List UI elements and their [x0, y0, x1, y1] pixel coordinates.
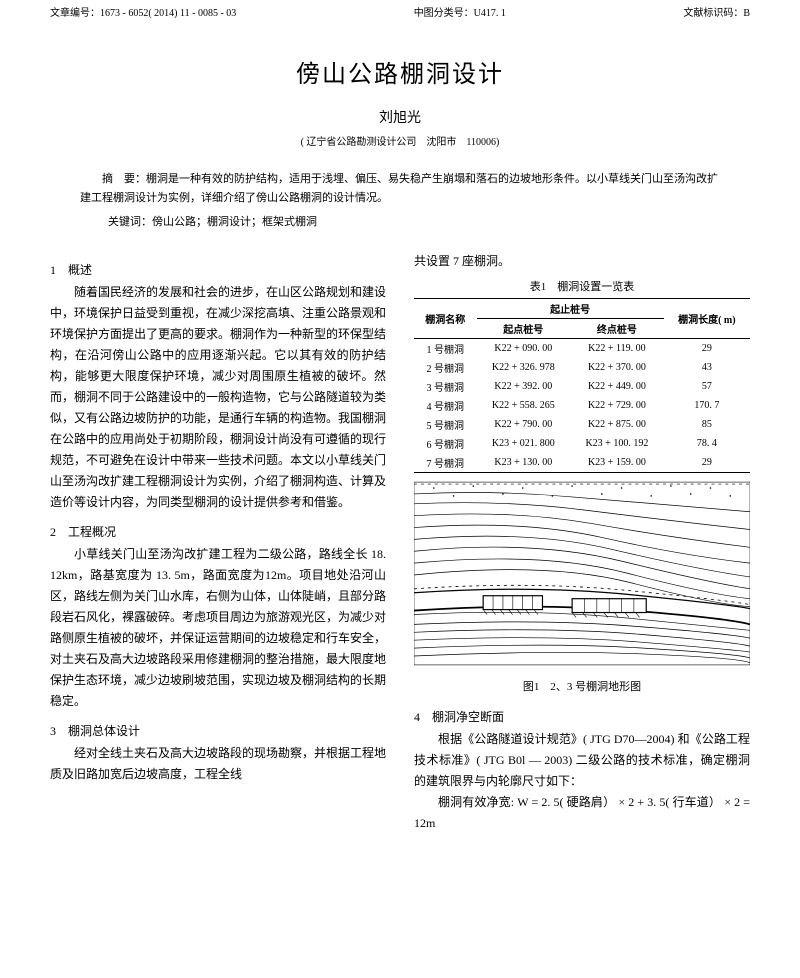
- col2-continuation: 共设置 7 座棚洞。: [414, 251, 750, 272]
- top-meta: 文章编号：1673 - 6052( 2014) 11 - 0085 - 03 中…: [50, 0, 750, 19]
- figure-1-caption: 图1 2、3 号棚洞地形图: [414, 678, 750, 694]
- table-1: 棚洞名称 起止桩号 棚洞长度( m) 起点桩号 终点桩号 1 号棚洞K22 + …: [414, 298, 750, 473]
- right-column: 共设置 7 座棚洞。 表1 棚洞设置一览表 棚洞名称 起止桩号 棚洞长度( m)…: [414, 251, 750, 834]
- table-cell: 43: [664, 358, 750, 377]
- meta-right: 文献标识码：B: [683, 4, 750, 19]
- two-column-layout: 1 概述 随着国民经济的发展和社会的进步，在山区公路规划和建设中，环境保护日益受…: [50, 251, 750, 834]
- table-cell: K22 + 392. 00: [477, 377, 571, 396]
- table-cell: K23 + 130. 00: [477, 453, 571, 473]
- keywords-text: 傍山公路；棚洞设计；框架式棚洞: [152, 216, 317, 228]
- meta-mid: 中图分类号：U417. 1: [414, 4, 506, 19]
- table-body: 1 号棚洞K22 + 090. 00K22 + 119. 00292 号棚洞K2…: [414, 339, 750, 473]
- section-4-p2: 棚洞有效净宽: W = 2. 5( 硬路肩） × 2 + 3. 5( 行车道） …: [414, 792, 750, 834]
- section-2-body: 小草线关门山至汤沟改扩建工程为二级公路，路线全长 18. 12km，路基宽度为 …: [50, 544, 386, 712]
- meta-left: 文章编号：1673 - 6052( 2014) 11 - 0085 - 03: [50, 4, 236, 19]
- section-3-body: 经对全线土夹石及高大边坡路段的现场勘察，并根据工程地质及旧路加宽后边坡高度，工程…: [50, 743, 386, 785]
- table-row: 6 号棚洞K23 + 021. 800K23 + 100. 19278. 4: [414, 434, 750, 453]
- table-row: 4 号棚洞K22 + 558. 265K22 + 729. 00170. 7: [414, 396, 750, 415]
- table-cell: 78. 4: [664, 434, 750, 453]
- table-cell: K22 + 370. 00: [570, 358, 664, 377]
- th-name: 棚洞名称: [414, 299, 477, 339]
- section-3-head: 3 棚洞总体设计: [50, 722, 386, 739]
- table-row: 2 号棚洞K22 + 326. 978K22 + 370. 0043: [414, 358, 750, 377]
- keywords-label: 关键词：: [108, 216, 152, 228]
- th-start: 起点桩号: [477, 319, 571, 339]
- section-1-body: 随着国民经济的发展和社会的进步，在山区公路规划和建设中，环境保护日益受到重视，在…: [50, 282, 386, 513]
- affiliation: ( 辽宁省公路勘测设计公司 沈阳市 110006): [50, 133, 750, 148]
- th-length: 棚洞长度( m): [664, 299, 750, 339]
- table-cell: 57: [664, 377, 750, 396]
- table-cell: K23 + 021. 800: [477, 434, 571, 453]
- th-stake: 起止桩号: [477, 299, 664, 319]
- table-1-caption: 表1 棚洞设置一览表: [414, 278, 750, 294]
- abstract-text: 棚洞是一种有效的防护结构，适用于浅埋、偏压、易失稳产生崩塌和落石的边坡地形条件。…: [80, 173, 718, 204]
- figure-1-terrain: [414, 481, 750, 666]
- left-column: 1 概述 随着国民经济的发展和社会的进步，在山区公路规划和建设中，环境保护日益受…: [50, 251, 386, 834]
- table-cell: 29: [664, 453, 750, 473]
- table-cell: 1 号棚洞: [414, 339, 477, 359]
- abstract-block: 摘 要：棚洞是一种有效的防护结构，适用于浅埋、偏压、易失稳产生崩塌和落石的边坡地…: [80, 170, 720, 207]
- table-cell: K22 + 790. 00: [477, 415, 571, 434]
- table-cell: 5 号棚洞: [414, 415, 477, 434]
- table-cell: 85: [664, 415, 750, 434]
- keywords-block: 关键词：傍山公路；棚洞设计；框架式棚洞: [108, 213, 720, 229]
- table-cell: 3 号棚洞: [414, 377, 477, 396]
- table-row: 5 号棚洞K22 + 790. 00K22 + 875. 0085: [414, 415, 750, 434]
- table-cell: K22 + 449. 00: [570, 377, 664, 396]
- table-row: 1 号棚洞K22 + 090. 00K22 + 119. 0029: [414, 339, 750, 359]
- table-row: 3 号棚洞K22 + 392. 00K22 + 449. 0057: [414, 377, 750, 396]
- table-cell: 2 号棚洞: [414, 358, 477, 377]
- table-cell: K22 + 090. 00: [477, 339, 571, 359]
- th-end: 终点桩号: [570, 319, 664, 339]
- section-1-head: 1 概述: [50, 261, 386, 278]
- table-cell: K23 + 100. 192: [570, 434, 664, 453]
- table-cell: K22 + 326. 978: [477, 358, 571, 377]
- abstract-label: 摘 要：: [102, 173, 146, 185]
- table-cell: K22 + 558. 265: [477, 396, 571, 415]
- table-cell: 4 号棚洞: [414, 396, 477, 415]
- table-row: 7 号棚洞K23 + 130. 00K23 + 159. 0029: [414, 453, 750, 473]
- section-2-head: 2 工程概况: [50, 523, 386, 540]
- table-cell: 29: [664, 339, 750, 359]
- section-4-p1: 根据《公路隧道设计规范》( JTG D70—2004) 和《公路工程技术标准》(…: [414, 729, 750, 792]
- table-cell: K23 + 159. 00: [570, 453, 664, 473]
- table-cell: K22 + 119. 00: [570, 339, 664, 359]
- table-cell: 170. 7: [664, 396, 750, 415]
- table-cell: K22 + 875. 00: [570, 415, 664, 434]
- table-cell: 6 号棚洞: [414, 434, 477, 453]
- author: 刘旭光: [50, 107, 750, 127]
- section-4-head: 4 棚洞净空断面: [414, 708, 750, 725]
- table-cell: K22 + 729. 00: [570, 396, 664, 415]
- paper-title: 傍山公路棚洞设计: [50, 54, 750, 89]
- table-cell: 7 号棚洞: [414, 453, 477, 473]
